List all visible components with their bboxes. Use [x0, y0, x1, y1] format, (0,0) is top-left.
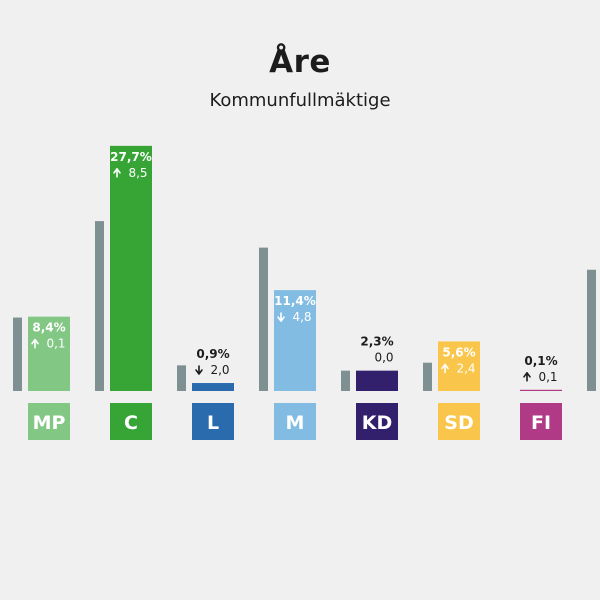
party-badge-label-l: L: [207, 412, 219, 434]
previous-bar-l: [177, 365, 186, 391]
value-label-sd: 5,6%: [442, 345, 475, 359]
party-badge-mp: [28, 403, 70, 440]
value-label-l: 0,9%: [196, 347, 229, 361]
party-badge-label-c: C: [124, 412, 138, 434]
previous-bar-c: [95, 221, 104, 391]
bar-fi: [520, 389, 562, 391]
chart-title: Åre: [269, 44, 331, 80]
previous-bar-m: [259, 247, 268, 391]
party-badge-label-fi: FI: [531, 412, 551, 434]
change-arrow-down-icon: [195, 365, 203, 375]
value-label-kd: 2,3%: [360, 335, 393, 349]
value-label-fi: 0,1%: [524, 354, 557, 368]
change-label-c: 8,5: [128, 166, 147, 180]
change-arrow-up-icon: [31, 338, 39, 349]
change-label-sd: 2,4: [456, 361, 475, 375]
party-badge-label-m: M: [286, 412, 305, 434]
change-arrow-up-icon: [113, 168, 121, 178]
change-arrow-up-icon: [523, 372, 531, 382]
bar-kd: [356, 370, 398, 391]
chart-subtitle: Kommunfullmäktige: [209, 90, 391, 111]
change-label-fi: 0,1: [538, 370, 557, 384]
bar-c: [110, 145, 152, 391]
change-label-m: 4,8: [292, 310, 311, 324]
change-label-kd: 0,0: [374, 351, 393, 365]
bar-m: [274, 290, 316, 391]
previous-bar-kd: [341, 370, 350, 391]
party-badge-label-kd: KD: [362, 412, 393, 434]
party-badge-label-sd: SD: [444, 412, 473, 434]
bar-l: [192, 383, 234, 391]
party-badge-m: [274, 403, 316, 440]
change-arrow-down-icon: [277, 312, 285, 322]
bar-mp: [28, 316, 70, 391]
previous-bar-sd: [423, 362, 432, 391]
value-label-m: 11,4%: [274, 294, 316, 308]
party-badge-label-mp: MP: [33, 412, 66, 434]
previous-bar-v: [587, 269, 596, 391]
party-badge-sd: [438, 403, 480, 440]
change-label-l: 2,0: [210, 363, 229, 377]
party-badge-kd: [356, 403, 398, 440]
party-badge-l: [192, 403, 234, 440]
value-label-c: 27,7%: [110, 150, 152, 164]
change-arrow-up-icon: [441, 363, 449, 374]
value-label-mp: 8,4%: [32, 321, 65, 335]
previous-bar-mp: [13, 317, 22, 391]
change-label-mp: 0,1: [46, 337, 65, 351]
party-badge-c: [110, 403, 152, 440]
party-badge-fi: [520, 403, 562, 440]
